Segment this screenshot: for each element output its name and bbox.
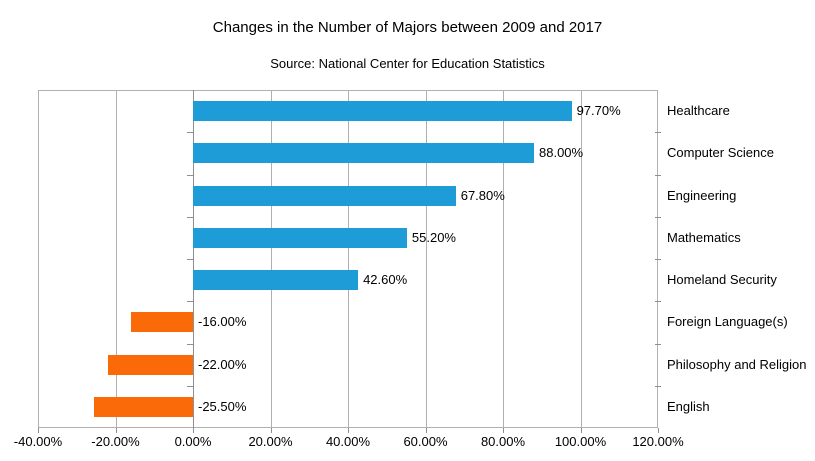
value-label: -25.50% [198,398,247,414]
value-label: 67.80% [460,187,505,203]
x-axis-tick-mark [270,428,272,433]
x-axis-tick-label: 60.00% [403,434,448,449]
zero-axis-line [193,90,194,428]
category-axis-tick-mark [655,343,661,345]
x-axis-tick-label: 40.00% [325,434,371,449]
bar-computer-science [193,143,534,164]
x-axis-tick-label: 80.00% [480,434,526,449]
gridline [503,90,504,428]
value-label: 88.00% [539,145,584,161]
value-label: 97.70% [576,103,621,119]
category-axis-tick-mark [187,385,193,387]
x-axis-tick-mark [38,428,39,433]
category-label: Homeland Security [667,272,777,287]
category-axis-tick-mark [655,301,661,303]
x-axis-tick-label: 120.00% [632,434,684,449]
category-axis-tick-mark [655,132,661,134]
gridline [348,90,349,428]
x-axis-tick-mark [503,428,504,433]
gridline [115,90,117,428]
bar-homeland-security [193,270,359,291]
category-axis-tick-mark [655,174,661,176]
category-axis-tick-mark [187,216,193,218]
category-axis-tick-mark [187,132,193,134]
category-label: Philosophy and Religion [667,356,807,372]
chart-title: Changes in the Number of Majors between … [212,19,603,36]
category-axis-tick-mark [655,385,661,387]
x-axis-tick-label: 100.00% [554,434,607,449]
category-label: English [667,398,710,414]
category-axis-tick-mark [655,216,661,218]
category-axis-tick-mark [187,174,193,176]
category-label: Engineering [667,187,737,203]
category-axis-tick-mark [187,301,193,303]
bar-foreign-language-s [131,312,193,333]
gridline [270,90,272,428]
bar-healthcare [193,101,572,122]
x-axis-tick-label: 20.00% [248,434,293,449]
x-axis-tick-mark [425,428,427,433]
x-axis-tick-label: -40.00% [13,434,63,449]
x-axis-tick-mark [193,428,194,433]
x-axis-tick-mark [115,428,117,433]
category-label: Mathematics [667,229,741,245]
gridline [580,90,582,428]
x-axis-tick-label: 0.00% [174,434,212,449]
x-axis-tick-mark [658,428,659,433]
value-label: -16.00% [198,314,247,330]
category-axis-tick-mark [655,259,661,260]
category-label: Healthcare [667,103,730,118]
bar-mathematics [193,227,407,248]
category-axis-tick-mark [187,343,193,345]
category-axis-tick-mark [187,259,193,260]
value-label: -22.00% [198,356,247,372]
bar-engineering [193,185,456,206]
value-label: 42.60% [363,272,408,288]
gridline [425,90,427,428]
chart-subtitle: Source: National Center for Education St… [270,56,545,71]
x-axis-tick-mark [348,428,349,433]
category-label: Computer Science [667,145,774,161]
x-axis-tick-mark [580,428,582,433]
bar-philosophy-and-religion [107,354,193,375]
value-label: 55.20% [411,229,456,245]
bar-english [94,396,193,417]
x-axis-tick-label: -20.00% [91,434,140,449]
category-label: Foreign Language(s) [667,314,788,330]
